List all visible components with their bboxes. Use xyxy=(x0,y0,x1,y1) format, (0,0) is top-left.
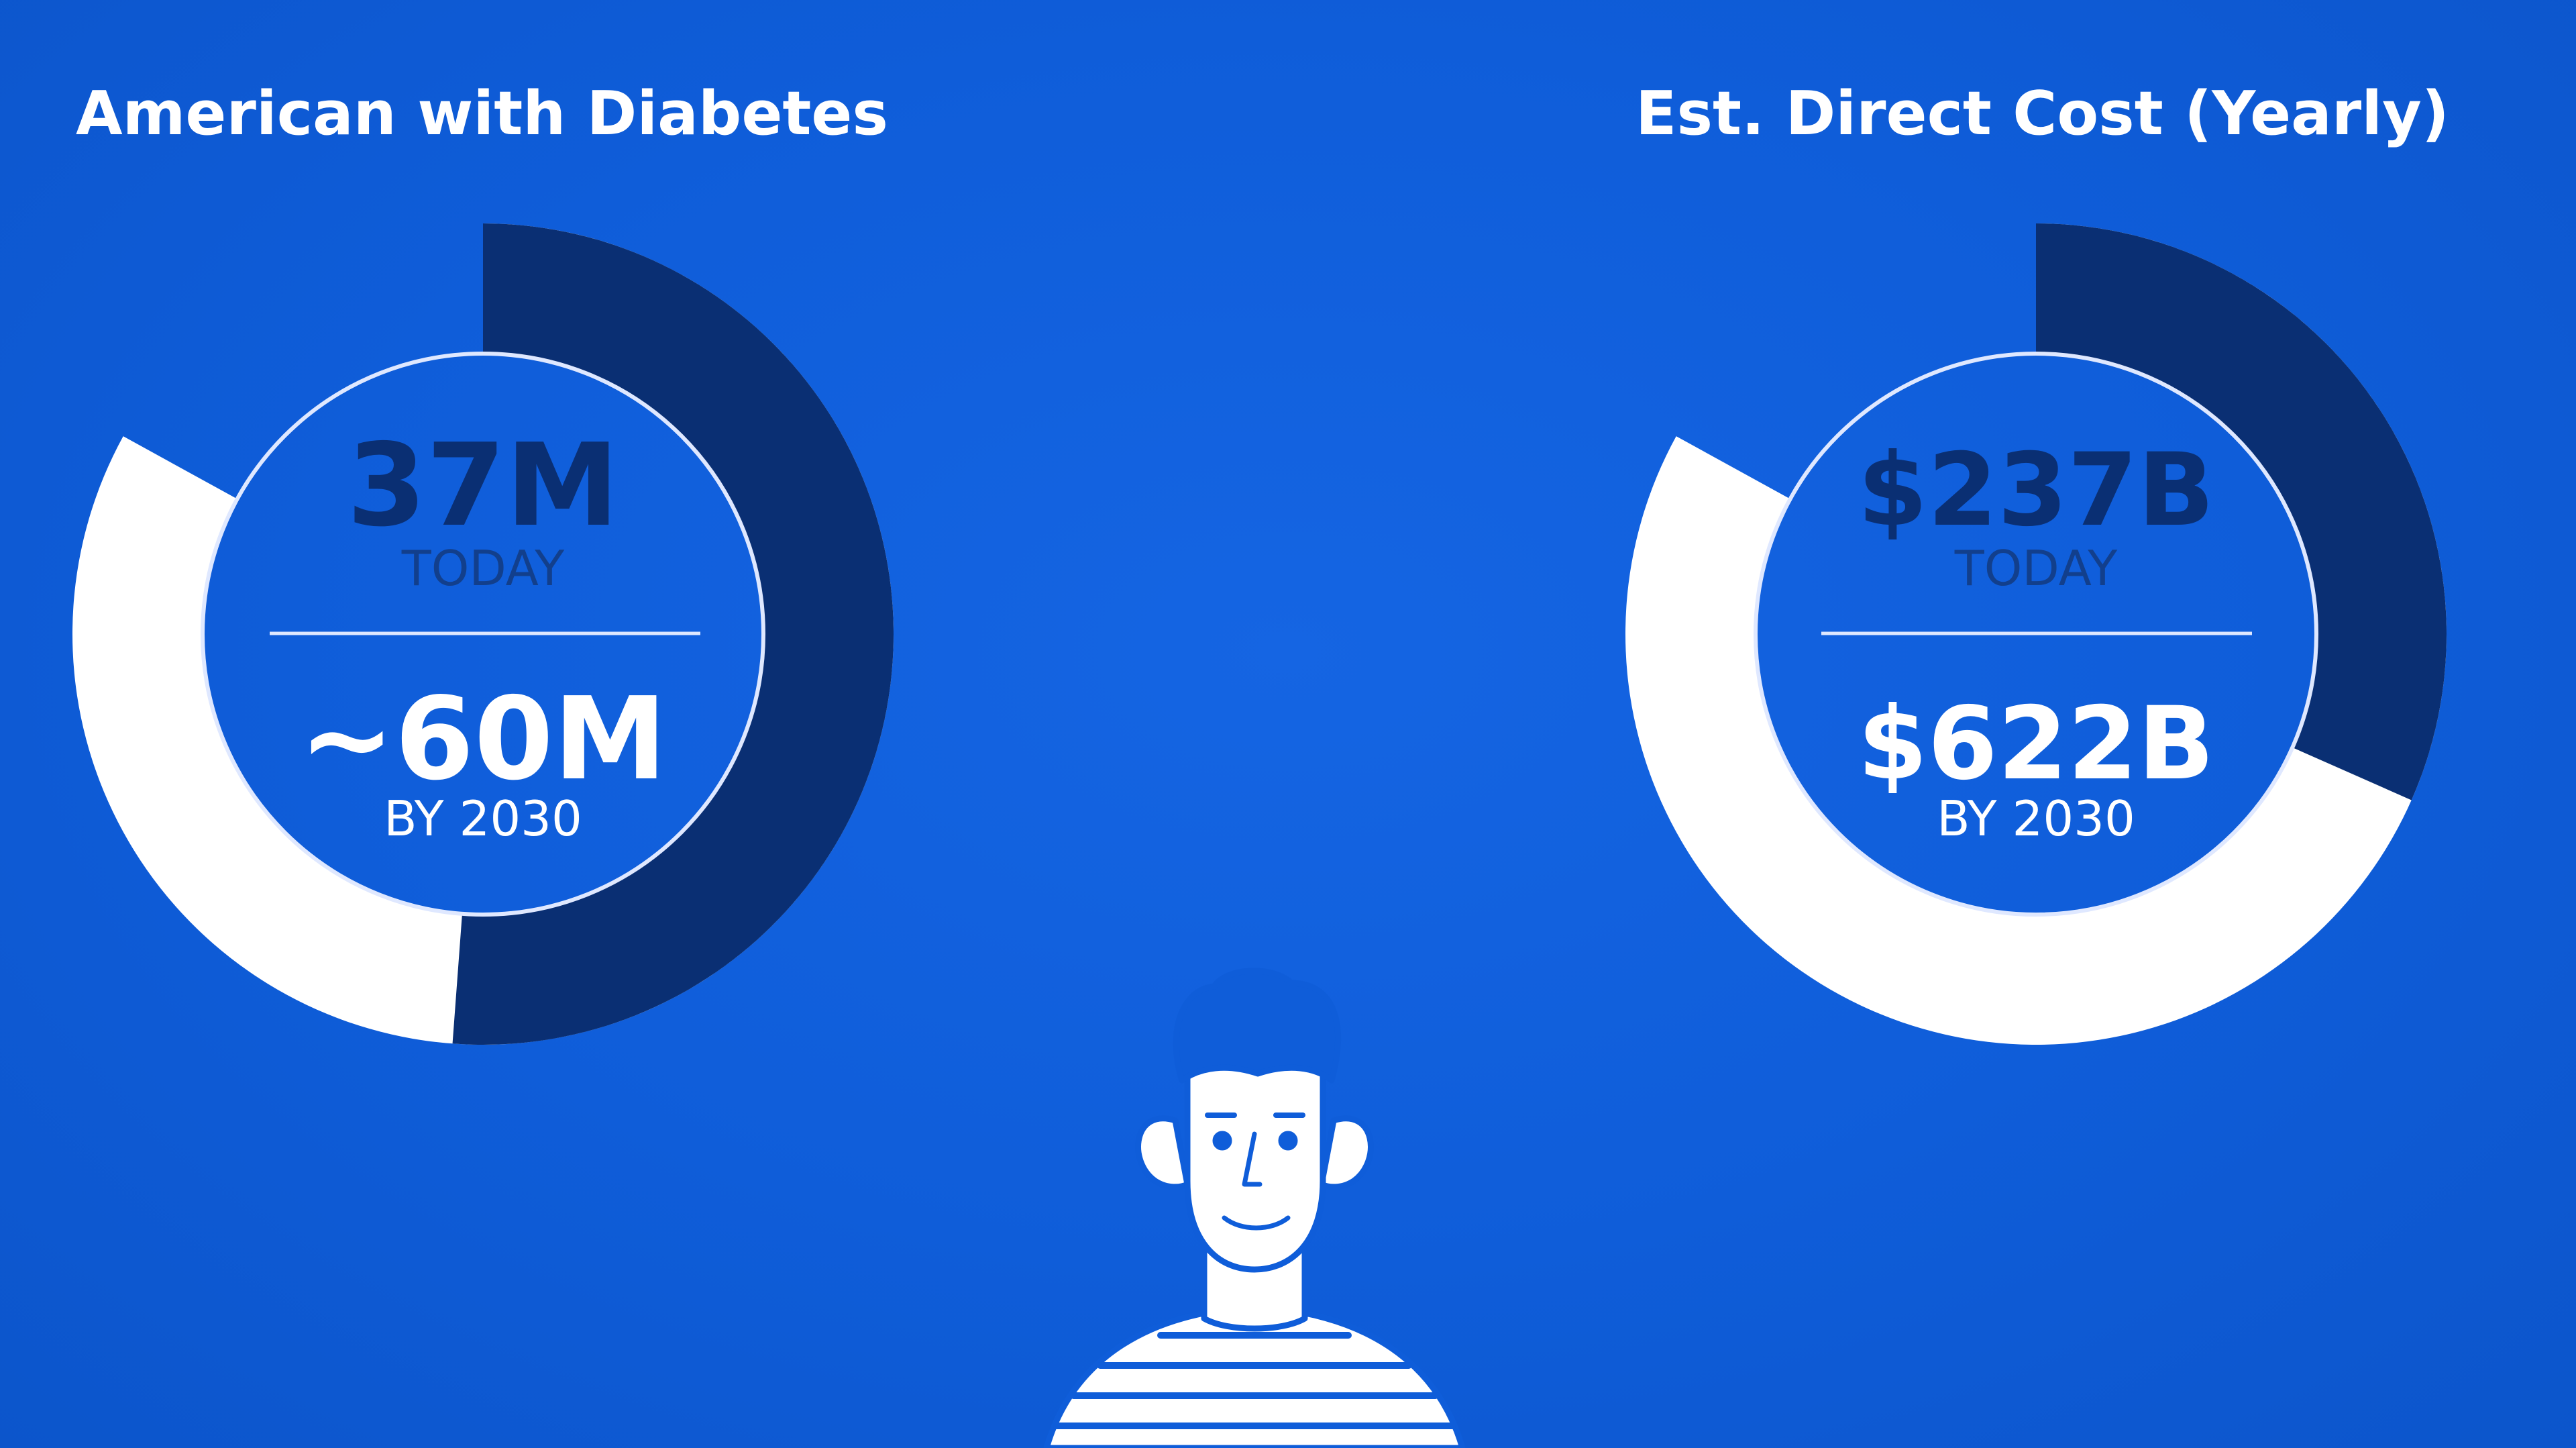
today-value: 37M xyxy=(347,419,619,552)
today-label: TODAY xyxy=(401,540,565,597)
chart-direct-cost: Est. Direct Cost (Yearly) $237B TODAY $6… xyxy=(1625,79,2449,1045)
center-circle-outline xyxy=(201,352,765,917)
today-label: TODAY xyxy=(1954,540,2118,597)
center-circle-outline xyxy=(1754,352,2318,917)
future-label: BY 2030 xyxy=(1937,790,2135,847)
person-striped-shirt-icon xyxy=(1043,968,1466,1448)
today-value: $237B xyxy=(1858,432,2214,549)
chart-today-segment xyxy=(452,223,894,1045)
future-label: BY 2030 xyxy=(384,790,582,847)
chart-today-segment xyxy=(2036,223,2447,800)
future-value: ~60M xyxy=(299,673,667,806)
chart-title: Est. Direct Cost (Yearly) xyxy=(1635,79,2449,149)
future-value: $622B xyxy=(1858,686,2214,803)
chart-title: American with Diabetes xyxy=(76,79,888,149)
chart-diabetes: American with Diabetes 37M TODAY ~60M BY… xyxy=(72,79,894,1045)
